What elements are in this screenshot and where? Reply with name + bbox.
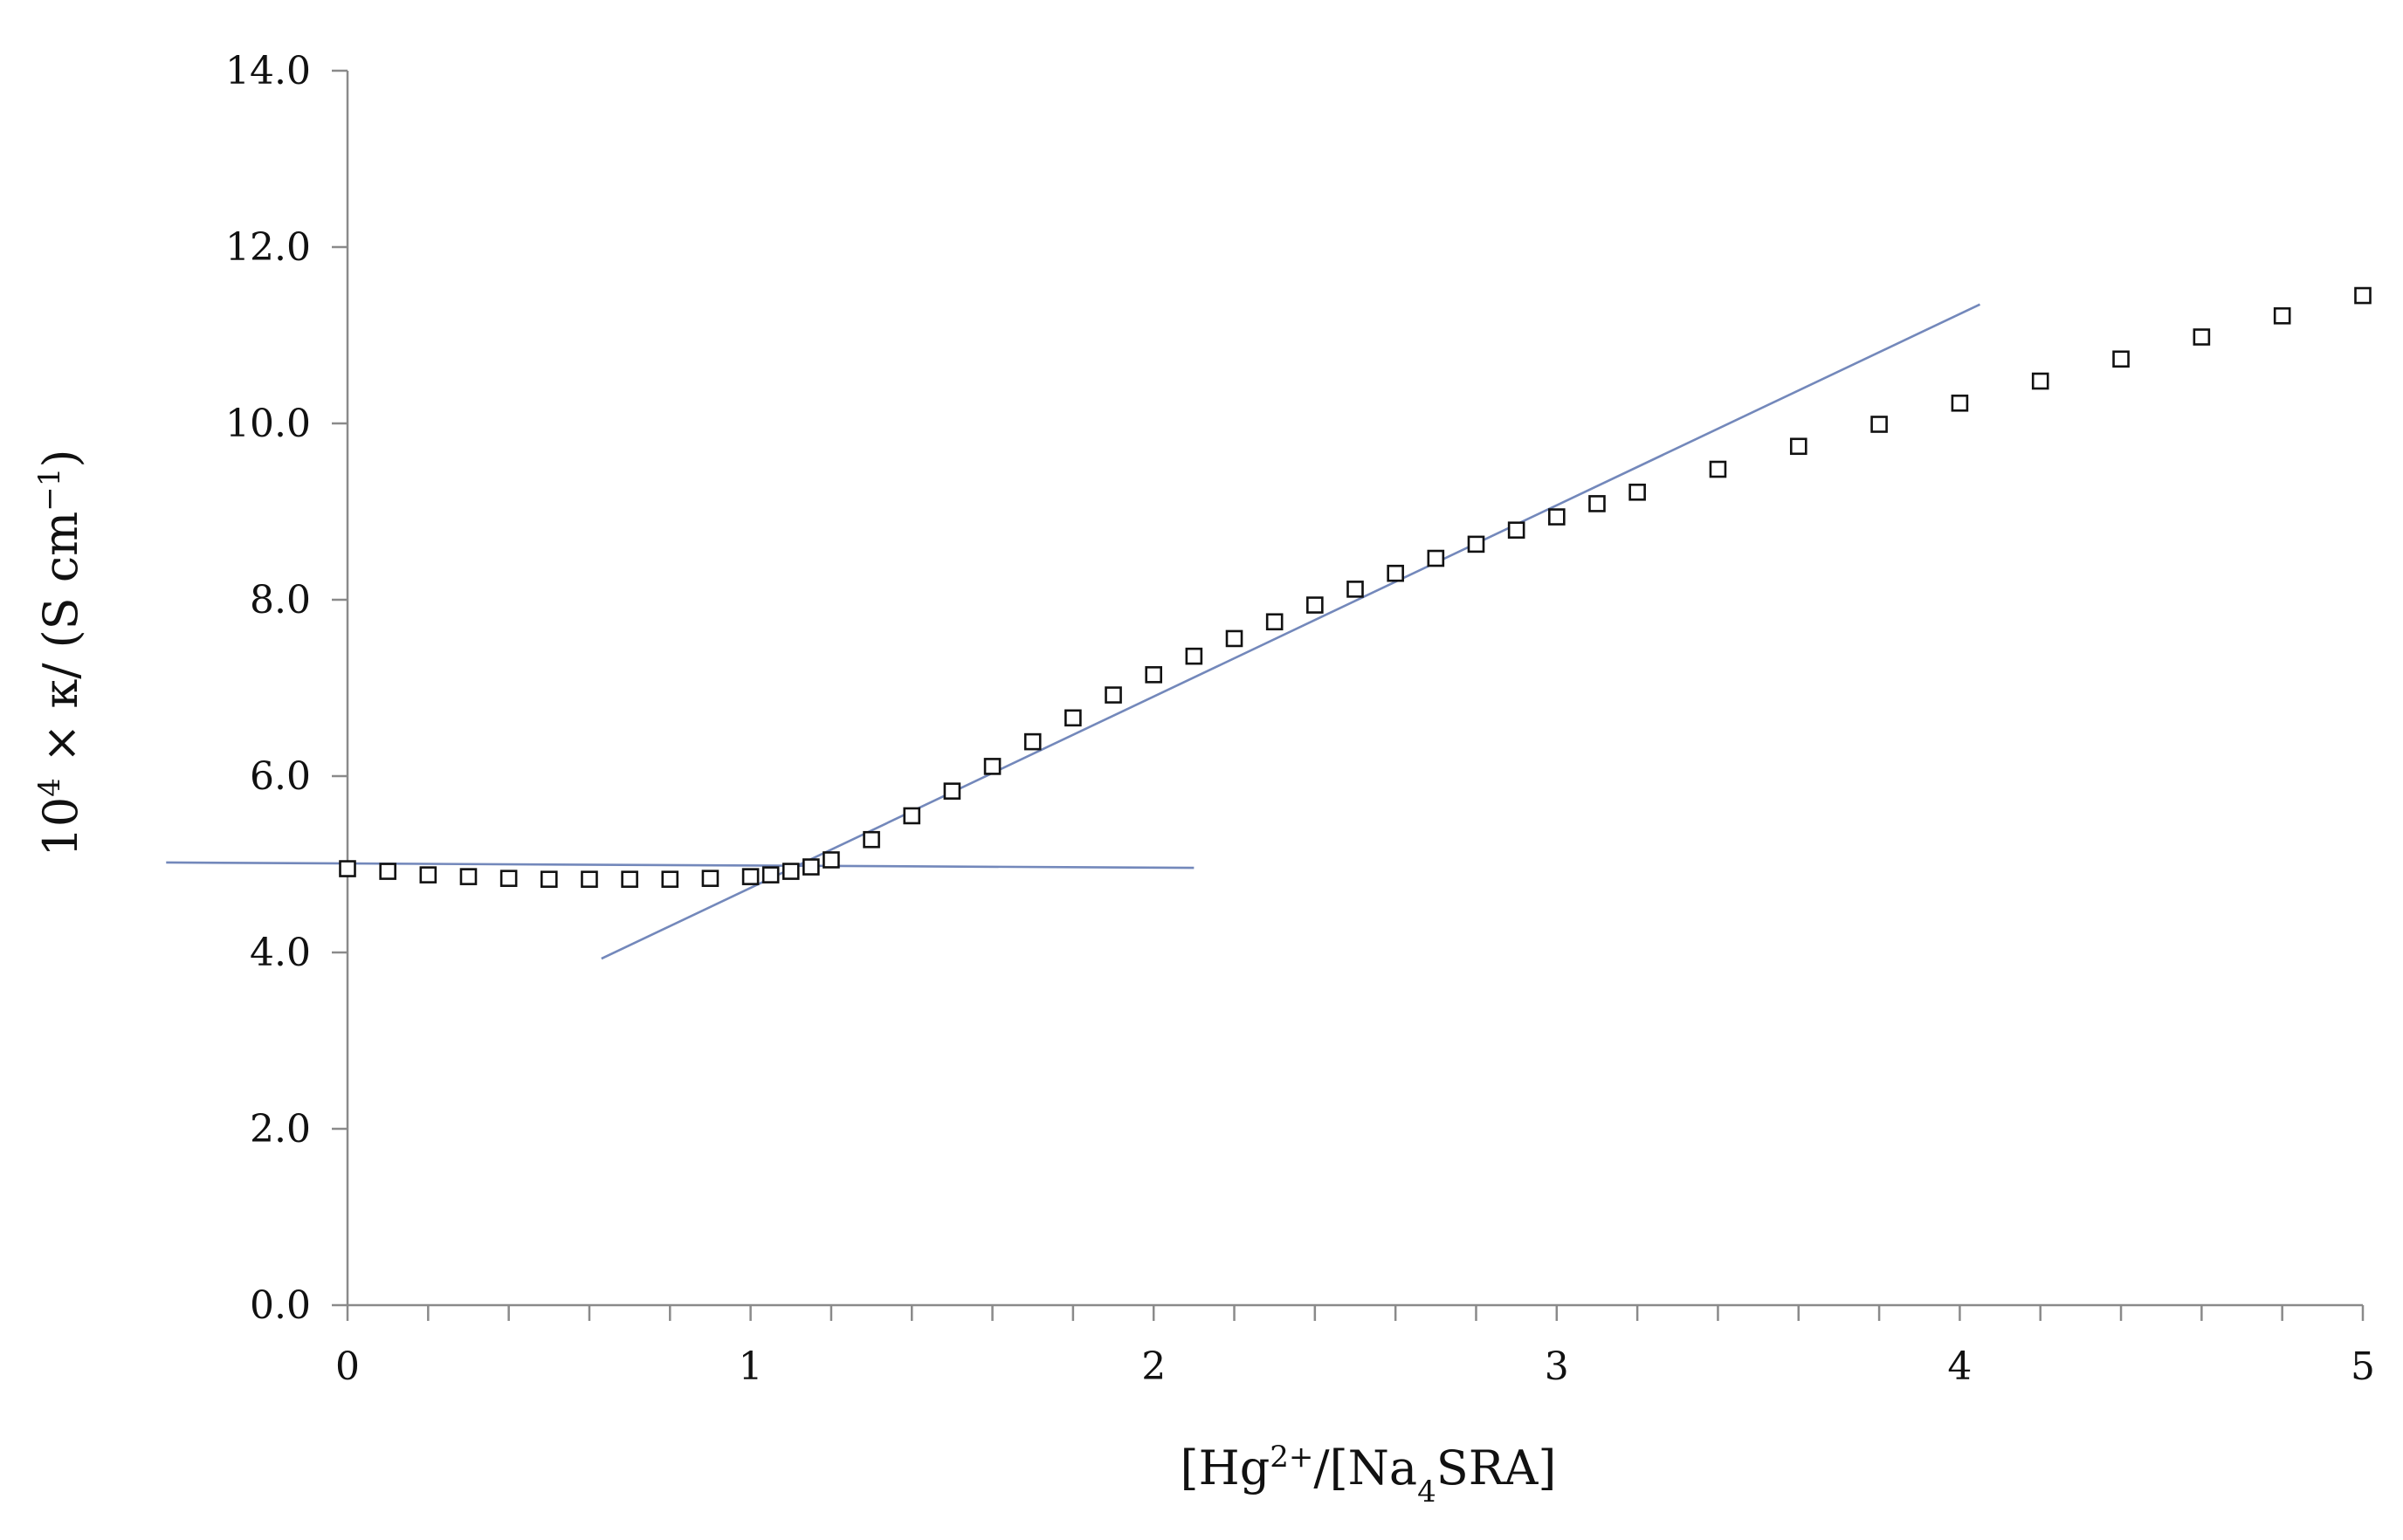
x-tick-label: 1 xyxy=(739,1344,763,1389)
y-tick-label: 12.0 xyxy=(225,225,311,270)
y-tick-label: 0.0 xyxy=(250,1283,311,1328)
data-point xyxy=(1467,535,1485,553)
y-tick-label: 4.0 xyxy=(250,931,311,975)
data-point xyxy=(1387,564,1404,582)
fit-line-1 xyxy=(166,861,1195,870)
data-point xyxy=(1346,581,1364,598)
data-point xyxy=(1588,495,1606,512)
data-point xyxy=(2112,350,2130,368)
fit-lines xyxy=(166,303,1981,960)
data-point xyxy=(459,868,478,885)
data-point xyxy=(499,870,518,887)
data-point xyxy=(1548,508,1566,526)
y-tick-label: 10.0 xyxy=(225,402,311,446)
data-point xyxy=(863,830,880,849)
data-point xyxy=(701,870,720,887)
data-point xyxy=(1709,460,1727,478)
data-point xyxy=(540,870,558,888)
data-point xyxy=(903,807,921,825)
data-point xyxy=(1507,521,1525,540)
data-markers xyxy=(339,286,2372,888)
axes xyxy=(346,71,2363,1307)
data-point xyxy=(621,870,638,888)
data-point xyxy=(1870,416,1888,433)
y-axis-title: 104 × κ/ (S cm−1) xyxy=(32,450,88,857)
data-point xyxy=(1628,483,1646,501)
data-point xyxy=(1306,596,1324,614)
fit-line-2 xyxy=(601,303,1981,960)
data-point xyxy=(1789,437,1807,456)
data-point xyxy=(661,870,679,888)
x-ticks: 0 1 2 3 4 5 xyxy=(335,1305,2375,1389)
data-point xyxy=(419,866,437,883)
x-tick-label: 2 xyxy=(1141,1344,1166,1389)
y-tick-label: 8.0 xyxy=(250,578,311,622)
data-point xyxy=(581,870,598,888)
data-point xyxy=(823,851,840,869)
data-point xyxy=(2031,372,2049,390)
data-point xyxy=(339,860,356,877)
data-point xyxy=(1064,709,1082,727)
data-point xyxy=(802,858,820,876)
x-axis-title: [Hg2+/[Na4SRA] xyxy=(1181,1440,1557,1509)
data-point xyxy=(1265,613,1284,631)
data-point xyxy=(741,868,760,885)
data-point xyxy=(983,758,1002,775)
data-point xyxy=(943,782,961,800)
data-point xyxy=(2273,306,2291,325)
x-tick-label: 5 xyxy=(2351,1344,2375,1389)
x-tick-label: 3 xyxy=(1545,1344,1569,1389)
data-point xyxy=(2193,328,2211,346)
data-point xyxy=(1185,647,1203,665)
x-tick-label: 4 xyxy=(1947,1344,1972,1389)
data-point xyxy=(781,863,800,880)
y-ticks: 0.0 2.0 4.0 6.0 8.0 10.0 12.0 14.0 xyxy=(225,49,348,1328)
data-point xyxy=(761,866,780,883)
data-point xyxy=(2354,286,2372,305)
data-point xyxy=(1145,666,1162,684)
data-point xyxy=(379,863,396,880)
data-point xyxy=(1105,686,1122,704)
data-point xyxy=(1951,394,1969,412)
data-point xyxy=(1427,549,1445,567)
x-tick-label: 0 xyxy=(335,1344,360,1389)
data-point xyxy=(1225,629,1243,648)
y-tick-label: 14.0 xyxy=(225,49,311,93)
y-tick-label: 2.0 xyxy=(250,1107,311,1152)
data-point xyxy=(1023,732,1042,751)
y-tick-label: 6.0 xyxy=(250,754,311,799)
